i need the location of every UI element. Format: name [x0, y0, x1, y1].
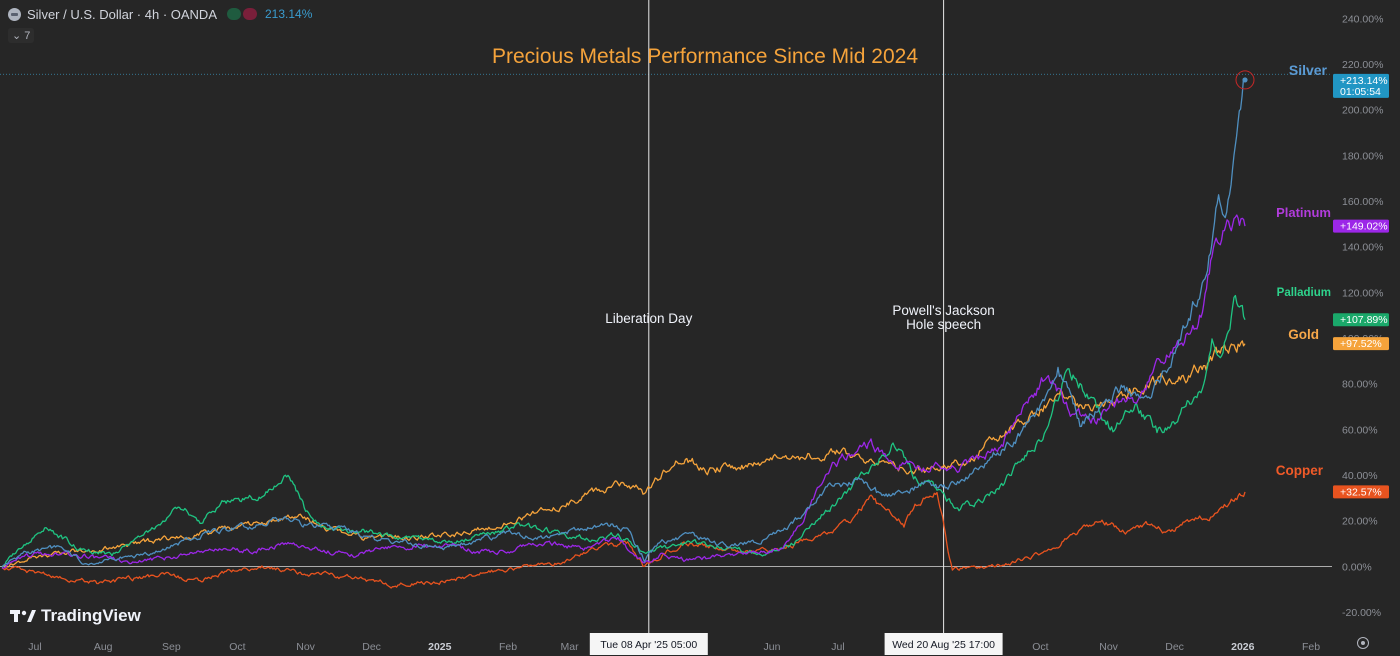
event-label: Powell's Jackson [892, 303, 994, 318]
event-markers: Liberation Day Tue 08 Apr '25 05:00 Powell… [589, 0, 1003, 655]
x-tick-label: Jun [764, 641, 781, 653]
x-axis: Jul Aug Sep Oct Nov Dec 2025 Feb Mar Jun Jul Oct Nov… [28, 641, 1320, 653]
series-line-copper [1, 491, 1246, 589]
market-closed-icon [243, 8, 257, 20]
y-tick-label: 200.00% [1342, 105, 1383, 117]
event-date-box [884, 633, 1003, 655]
series-name-platinum: Platinum [1276, 205, 1331, 220]
series-labels: Silver +213.14%01:05:54 Platinum +149.02% Pa… [1235, 62, 1389, 499]
x-tick-label: Sep [162, 641, 181, 653]
series-name-palladium: Palladium [1277, 287, 1331, 299]
indicators-toggle[interactable]: ⌄ 7 [8, 28, 35, 43]
value-badge-gold [1333, 337, 1389, 351]
y-tick-label: 40.00% [1342, 470, 1378, 482]
x-tick-label: Oct [229, 641, 245, 653]
series-lines [1, 78, 1246, 589]
x-tick-label: Nov [296, 641, 315, 653]
value-badge-text: +32.57% [1340, 486, 1382, 498]
symbol-change: 213.14% [265, 7, 313, 21]
value-badge-text: +107.89% [1340, 314, 1388, 326]
y-tick-label: 80.00% [1342, 379, 1378, 391]
event-date-label: Tue 08 Apr '25 05:00 [600, 639, 697, 651]
series-name-copper: Copper [1276, 463, 1324, 478]
series-line-gold [1, 340, 1246, 568]
y-tick-label: -20.00% [1342, 607, 1381, 619]
last-price-dot [1242, 77, 1248, 83]
last-price-ring [1235, 70, 1255, 90]
series-line-palladium [1, 294, 1246, 568]
value-badge-timer: 01:05:54 [1340, 86, 1381, 98]
value-badge-text: +149.02% [1340, 221, 1388, 233]
y-tick-label: 160.00% [1342, 196, 1383, 208]
x-tick-label: Dec [1165, 641, 1184, 653]
value-badge-palladium [1333, 313, 1389, 327]
tradingview-logo[interactable]: TradingView [10, 606, 141, 626]
x-tick-label: Jul [831, 641, 844, 653]
y-tick-label: 240.00% [1342, 13, 1383, 25]
series-name-silver: Silver [1289, 62, 1328, 78]
y-tick-label: 140.00% [1342, 242, 1383, 254]
grid-layer [0, 73, 1332, 567]
chevron-down-icon: ⌄ [12, 30, 22, 42]
series-name-gold: Gold [1288, 327, 1319, 342]
y-tick-label: 60.00% [1342, 424, 1378, 436]
market-status[interactable] [227, 8, 257, 20]
symbol-title[interactable]: Silver / U.S. Dollar · 4h · OANDA [27, 6, 217, 22]
event-date-label: Wed 20 Aug '25 17:00 [892, 639, 995, 651]
chart-title: Precious Metals Performance Since Mid 20… [492, 45, 918, 68]
value-badge-copper [1333, 485, 1389, 499]
x-tick-label: Feb [1302, 641, 1320, 653]
y-tick-label: 180.00% [1342, 150, 1383, 162]
y-tick-label: 220.00% [1342, 59, 1383, 71]
settings-gear-icon[interactable] [1357, 637, 1369, 649]
series-line-silver [1, 78, 1246, 568]
value-badge-silver [1333, 73, 1389, 98]
tv-mark-icon [10, 610, 36, 622]
y-tick-label: 120.00% [1342, 287, 1383, 299]
market-open-icon [227, 8, 241, 20]
event-label: Liberation Day [605, 311, 692, 326]
x-tick-label: Mar [561, 641, 580, 653]
event-date-box [589, 633, 708, 655]
x-tick-label: Feb [499, 641, 517, 653]
value-badge-text: +97.52% [1340, 338, 1382, 350]
x-tick-label: 2025 [428, 641, 452, 653]
x-tick-label: Nov [1099, 641, 1118, 653]
logo-text: TradingView [41, 606, 141, 625]
silver-symbol-icon[interactable] [8, 7, 21, 21]
chart-header: Silver / U.S. Dollar · 4h · OANDA 213.14… [8, 6, 312, 22]
x-tick-label: 2026 [1231, 641, 1255, 653]
event-label: Hole speech [906, 317, 981, 332]
value-badge-platinum [1333, 219, 1389, 233]
x-tick-label: Aug [94, 641, 113, 653]
x-tick-label: Dec [362, 641, 381, 653]
indicator-count: 7 [24, 30, 31, 42]
value-badge-text: +213.14% [1340, 75, 1388, 87]
series-line-platinum [1, 214, 1246, 569]
x-tick-label: Jul [28, 641, 41, 653]
y-tick-label: 20.00% [1342, 516, 1378, 528]
x-tick-label: Oct [1032, 641, 1048, 653]
y-tick-label: 0.00% [1342, 561, 1372, 573]
